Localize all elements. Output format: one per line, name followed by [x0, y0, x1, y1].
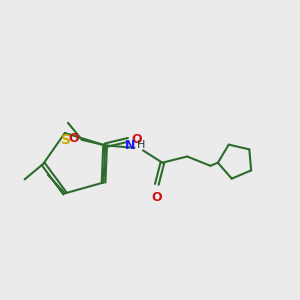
- Text: O: O: [151, 190, 161, 204]
- Text: O: O: [68, 132, 79, 145]
- Text: H: H: [137, 140, 146, 150]
- Text: S: S: [61, 133, 71, 147]
- Text: O: O: [131, 133, 142, 146]
- Text: N: N: [124, 139, 135, 152]
